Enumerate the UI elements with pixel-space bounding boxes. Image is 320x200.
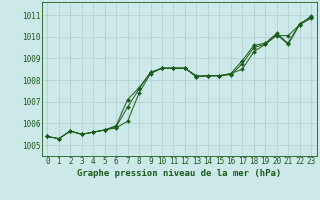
X-axis label: Graphe pression niveau de la mer (hPa): Graphe pression niveau de la mer (hPa) [77,169,281,178]
